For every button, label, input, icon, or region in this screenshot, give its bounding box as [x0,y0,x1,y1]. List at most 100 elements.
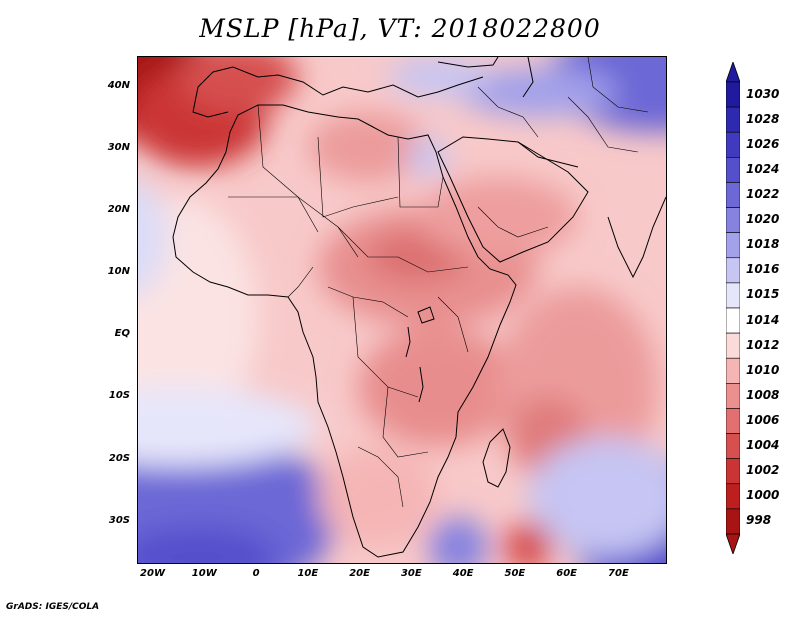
colorbar-band [726,81,740,108]
india-coast [607,196,666,279]
colorbar-band [726,207,740,233]
colorbar-band [726,307,740,334]
border-10 [437,296,469,353]
arabia-coast [437,136,589,263]
field-southern-africa [318,447,438,547]
field-west-atlantic [138,178,168,296]
colorbar-level-label: 1026 [746,136,780,151]
caspian-coast [522,57,534,98]
credit-text: GrADS: IGES/COLA [6,602,100,612]
colorbar-level-label: 1002 [746,463,780,478]
lon-tick-label: 10W [191,568,217,579]
pressure-map [138,57,666,563]
field-arabia [418,177,578,257]
border-11 [477,206,549,238]
colorbar-level-label: 1016 [746,262,780,277]
colorbar-level-label: 1020 [746,212,780,227]
lake-victoria [417,306,435,324]
colorbar-level-label: 1010 [746,362,780,377]
colorbar-band [726,483,740,510]
border-13 [587,57,649,113]
europe-coast [197,66,484,98]
lat-tick-label: 40N [107,80,130,92]
colorbar-level-label: 1018 [746,237,780,252]
gulf-coast [517,141,579,168]
border-2 [317,136,399,218]
lat-tick-label: 30S [108,514,130,526]
field-levant [408,137,448,177]
field-indian-high-edge [528,437,666,557]
border-1 [257,104,319,233]
colorbar-level-label: 1028 [746,111,780,126]
field-south-atlantic-edge [138,387,318,467]
iberia-coast [192,86,229,118]
border-9 [357,446,404,508]
field-south-atlantic-core [138,527,278,563]
lat-tick-label: 10N [107,266,130,278]
colorbar-band [726,257,740,284]
colorbar-band [726,383,740,409]
field-south-africa-high [428,517,488,563]
border-6 [327,286,409,318]
africa-coast [172,104,517,558]
madagascar-coast [482,428,511,488]
colorbar-band [726,106,740,133]
colorbar-level-label: 998 [746,513,772,528]
colorbar-bottom-arrow [726,533,740,554]
country-borders [228,57,649,508]
colorbar-level-label: 1004 [746,438,780,453]
lake-tanganyika [405,326,411,358]
colorbar-level-label: 1012 [746,337,780,352]
lon-tick-label: 30E [400,568,422,579]
colorbar-level-label: 1022 [746,187,780,201]
field-southern-low [503,522,553,563]
colorbar-band [726,157,740,183]
border-8 [382,386,429,458]
colorbar-level-label: 1006 [746,413,780,427]
lon-tick-label: 0 [252,568,260,579]
colorbar-level-label: 1030 [746,86,780,101]
colorbar-band [726,508,740,535]
field-caucasus [458,67,618,117]
colorbar-band [726,282,740,309]
lon-tick-label: 50E [504,568,526,579]
colorbar-band [726,232,740,259]
border-3 [397,136,444,208]
colorbar-level-label: 1008 [746,387,780,402]
lat-tick-label: 30N [107,142,130,154]
colorbar-level-label: 1014 [746,312,780,327]
border-5 [337,226,469,273]
lon-tick-label: 10E [297,568,319,579]
colorbar-top-arrow [726,62,740,83]
lon-tick-label: 20E [349,568,370,579]
colorbar-band [726,408,740,434]
lon-tick-label: 70E [608,568,629,579]
colorbar-band [726,182,740,208]
field-central-africa [358,327,518,447]
black-sea-coast [437,57,499,68]
coastlines [172,57,666,558]
lat-tick-label: 10S [108,390,130,402]
lon-tick-label: 20W [140,568,165,579]
field-libya [308,112,428,182]
field-atlantic-equatorial [138,197,258,437]
field-med-west [178,57,298,112]
lon-tick-label: 60E [556,568,578,579]
colorbar-band [726,131,740,158]
colorbar-level-label: 1024 [746,161,780,176]
colorbar [726,62,740,554]
lake-malawi [418,366,424,403]
colorbar-band [726,357,740,384]
lon-tick-label: 40E [452,568,474,579]
lat-tick-label: 20S [108,452,130,464]
border-14 [477,86,539,138]
field-black-sea [388,57,488,97]
pressure-field [138,57,666,563]
map-panel [137,56,667,564]
colorbar-band [726,433,740,459]
border-12 [567,96,639,153]
colorbar-band [726,332,740,359]
lat-tick-label: EQ [114,328,130,340]
border-7 [352,296,419,398]
colorbar-band [726,458,740,485]
